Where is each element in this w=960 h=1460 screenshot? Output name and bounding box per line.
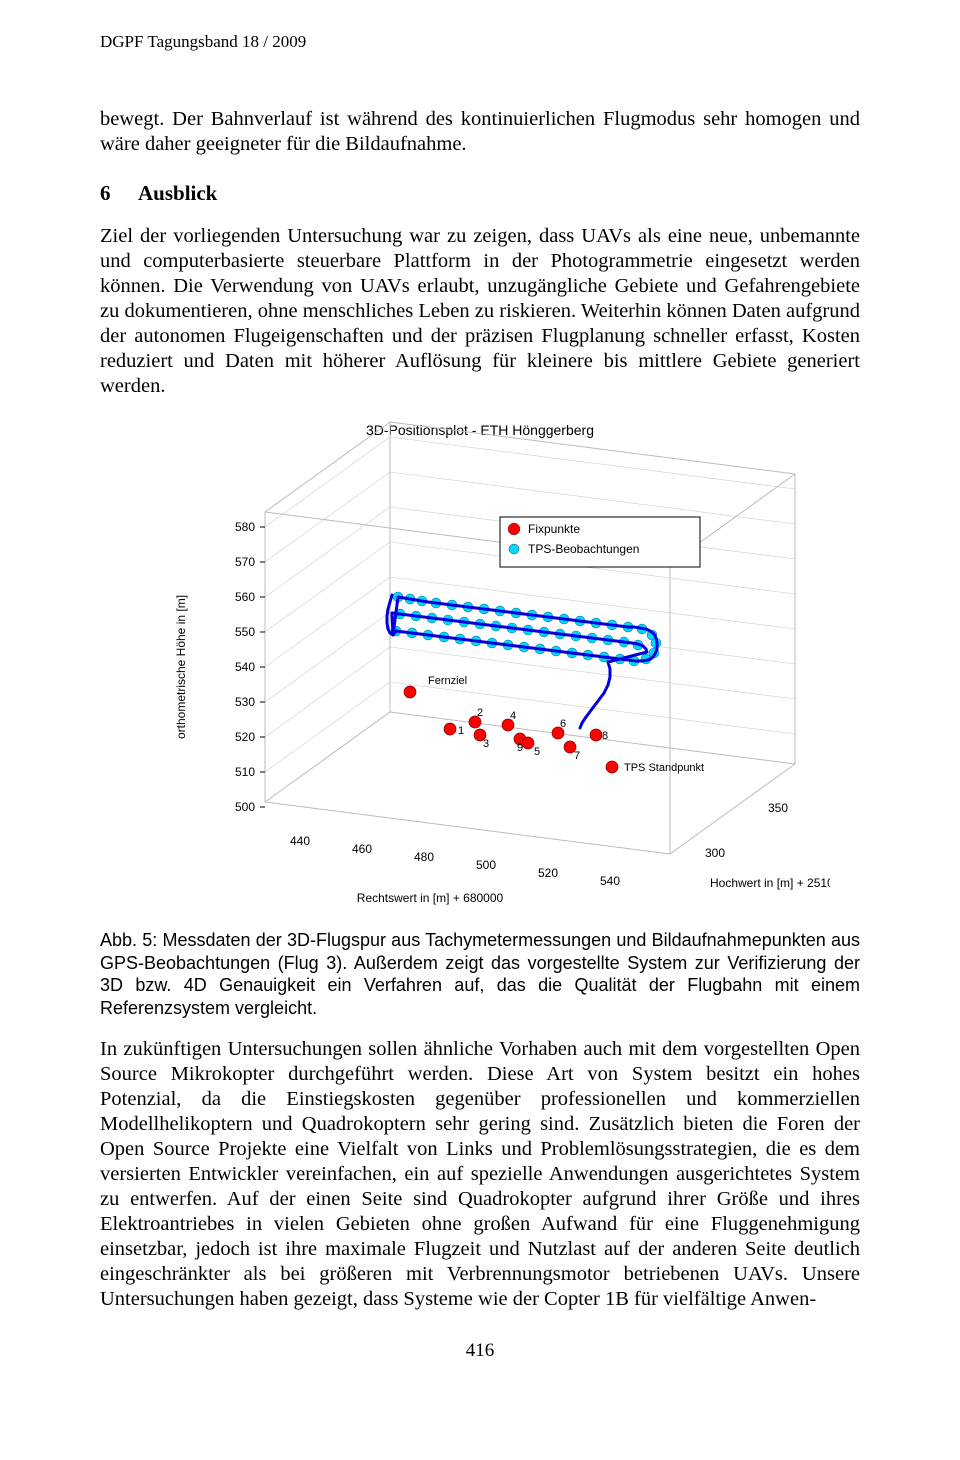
svg-text:560: 560 [235, 590, 255, 604]
svg-text:550: 550 [235, 625, 255, 639]
svg-text:2: 2 [477, 707, 483, 719]
svg-text:500: 500 [476, 858, 496, 872]
svg-text:Rechtswert in [m] + 680000: Rechtswert in [m] + 680000 [357, 891, 504, 905]
svg-text:440: 440 [290, 834, 310, 848]
svg-text:580: 580 [235, 520, 255, 534]
para-body: Ziel der vorliegenden Untersuchung war z… [100, 224, 860, 399]
section-title: Ausblick [138, 181, 217, 205]
svg-text:5: 5 [534, 746, 540, 758]
svg-text:Fixpunkte: Fixpunkte [528, 522, 580, 536]
svg-text:Fernziel: Fernziel [428, 675, 467, 687]
figure-caption: Abb. 5: Messdaten der 3D-Flugspur aus Ta… [100, 929, 860, 1019]
svg-text:570: 570 [235, 555, 255, 569]
para-top: bewegt. Der Bahnverlauf ist während des … [100, 107, 860, 157]
svg-text:500: 500 [235, 800, 255, 814]
svg-text:300: 300 [705, 846, 725, 860]
section-num: 6 [100, 181, 138, 206]
svg-text:540: 540 [600, 874, 620, 888]
para-bottom: In zukünftigen Untersuchungen sollen ähn… [100, 1037, 860, 1312]
svg-text:3: 3 [483, 738, 489, 750]
svg-text:510: 510 [235, 765, 255, 779]
svg-text:8: 8 [602, 730, 608, 742]
svg-text:6: 6 [560, 718, 566, 730]
svg-text:480: 480 [414, 850, 434, 864]
svg-text:540: 540 [235, 660, 255, 674]
svg-text:4: 4 [510, 710, 516, 722]
svg-text:7: 7 [574, 750, 580, 762]
header-line: DGPF Tagungsband 18 / 2009 [100, 32, 860, 52]
svg-text:3D-Positionsplot - ETH Höngger: 3D-Positionsplot - ETH Hönggerberg [366, 422, 594, 438]
svg-text:460: 460 [352, 842, 372, 856]
svg-text:520: 520 [538, 866, 558, 880]
svg-text:530: 530 [235, 695, 255, 709]
svg-text:orthometrische Höhe in [m]: orthometrische Höhe in [m] [174, 595, 188, 739]
section-heading: 6Ausblick [100, 181, 860, 206]
svg-text:Hochwert in [m] + 251000: Hochwert in [m] + 251000 [710, 876, 830, 890]
svg-text:TPS-Beobachtungen: TPS-Beobachtungen [528, 542, 639, 556]
svg-text:1: 1 [458, 725, 464, 737]
page-number: 416 [100, 1340, 860, 1362]
svg-text:350: 350 [768, 801, 788, 815]
svg-text:TPS Standpunkt: TPS Standpunkt [624, 762, 704, 774]
figure-3d-plot: 3D-Positionsplot - ETH Hönggerberg 580 570… [130, 417, 830, 917]
svg-text:520: 520 [235, 730, 255, 744]
